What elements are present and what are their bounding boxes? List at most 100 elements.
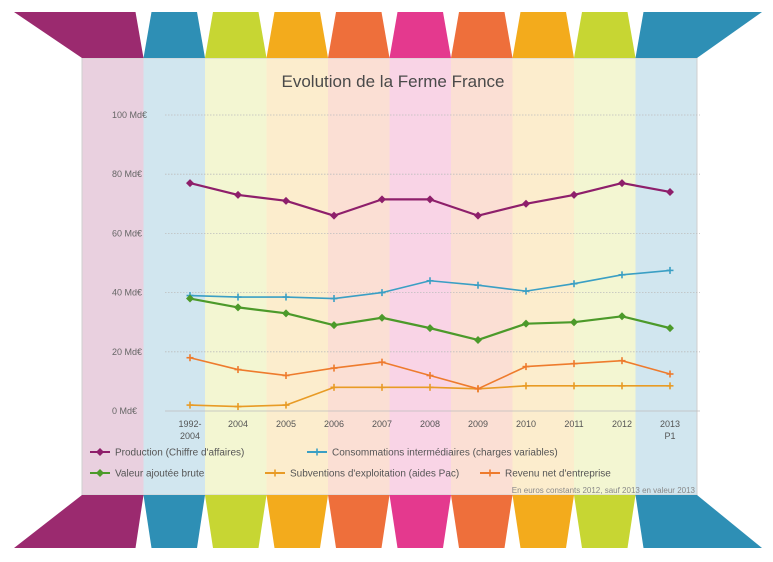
top-ribbon bbox=[328, 12, 390, 58]
bottom-ribbon bbox=[14, 495, 144, 548]
bottom-ribbon bbox=[451, 495, 513, 548]
data-point bbox=[378, 195, 386, 204]
top-ribbon bbox=[143, 12, 205, 58]
data-point bbox=[378, 289, 386, 297]
data-point bbox=[282, 309, 290, 318]
background-band bbox=[143, 58, 205, 495]
x-tick-line: 2004 bbox=[228, 419, 248, 429]
data-point bbox=[234, 366, 242, 374]
y-tick-label: 100 Md€ bbox=[112, 110, 147, 120]
y-tick-label: 40 Md€ bbox=[112, 288, 142, 298]
top-ribbon bbox=[451, 12, 513, 58]
y-tick-label: 80 Md€ bbox=[112, 169, 142, 179]
data-point bbox=[330, 364, 338, 372]
x-tick-label: 2004 bbox=[228, 419, 248, 429]
data-point bbox=[313, 448, 321, 456]
data-point bbox=[426, 383, 434, 391]
data-point bbox=[186, 179, 194, 188]
data-point bbox=[282, 401, 290, 409]
chart-title: Evolution de la Ferme France bbox=[282, 72, 505, 91]
data-point bbox=[618, 179, 626, 188]
data-point bbox=[474, 335, 482, 344]
data-point bbox=[271, 469, 279, 477]
data-point bbox=[570, 382, 578, 390]
x-tick-label: 2011 bbox=[564, 419, 583, 429]
top-ribbon bbox=[574, 12, 636, 58]
data-point bbox=[234, 293, 242, 301]
legend-item: Production (Chiffre d'affaires) bbox=[90, 448, 244, 459]
top-ribbon bbox=[389, 12, 451, 58]
x-tick-label: 2006 bbox=[324, 419, 344, 429]
data-point bbox=[426, 324, 434, 333]
background-band bbox=[266, 58, 328, 495]
legend-item: Subventions d'exploitation (aides Pac) bbox=[265, 469, 459, 480]
y-tick-label: 0 Md€ bbox=[112, 406, 137, 416]
data-point bbox=[474, 385, 482, 393]
data-point bbox=[570, 280, 578, 288]
legend: Production (Chiffre d'affaires) Consommat… bbox=[90, 448, 611, 480]
x-tick-label: 1992- 2004 bbox=[178, 419, 201, 441]
data-point bbox=[522, 199, 530, 208]
top-ribbon bbox=[635, 12, 762, 58]
data-point bbox=[522, 363, 530, 371]
source-note: En euros constants 2012, sauf 2013 en va… bbox=[512, 486, 696, 495]
data-point bbox=[618, 271, 626, 279]
x-tick-label: 2013 P1 bbox=[660, 419, 680, 441]
data-point bbox=[330, 295, 338, 303]
background-band bbox=[574, 58, 636, 495]
data-point bbox=[666, 266, 674, 274]
data-point bbox=[378, 358, 386, 366]
data-point bbox=[378, 313, 386, 322]
data-point bbox=[474, 211, 482, 220]
bottom-ribbon bbox=[389, 495, 451, 548]
series-4 bbox=[186, 354, 674, 393]
x-tick-line: 2009 bbox=[468, 419, 488, 429]
data-point bbox=[378, 383, 386, 391]
x-tick-line: P1 bbox=[664, 431, 675, 441]
series-0 bbox=[186, 179, 674, 220]
y-tick-label: 20 Md€ bbox=[112, 347, 142, 357]
y-tick-label: 60 Md€ bbox=[112, 228, 142, 238]
data-point bbox=[330, 383, 338, 391]
x-tick-label: 2008 bbox=[420, 419, 440, 429]
x-tick-line: 1992- bbox=[178, 419, 201, 429]
data-point bbox=[234, 403, 242, 411]
data-point bbox=[474, 281, 482, 289]
data-point bbox=[666, 382, 674, 390]
x-tick-label: 2005 bbox=[276, 419, 296, 429]
background-band bbox=[512, 58, 574, 495]
data-point bbox=[570, 318, 578, 327]
data-point bbox=[570, 190, 578, 199]
x-tick-label: 2010 bbox=[516, 419, 536, 429]
data-point bbox=[330, 321, 338, 330]
data-point bbox=[282, 371, 290, 379]
data-point bbox=[522, 382, 530, 390]
legend-item: Valeur ajoutée brute bbox=[90, 469, 205, 480]
data-point bbox=[486, 469, 494, 477]
data-point bbox=[96, 469, 104, 477]
x-tick-line: 2007 bbox=[372, 419, 392, 429]
data-point bbox=[330, 211, 338, 220]
x-tick-line: 2013 bbox=[660, 419, 680, 429]
data-point bbox=[426, 371, 434, 379]
x-tick-line: 2008 bbox=[420, 419, 440, 429]
data-point bbox=[282, 196, 290, 205]
legend-label: Subventions d'exploitation (aides Pac) bbox=[290, 469, 459, 480]
x-tick-line: 2005 bbox=[276, 419, 296, 429]
x-tick-line: 2006 bbox=[324, 419, 344, 429]
background-band bbox=[635, 58, 697, 495]
gridlines bbox=[165, 114, 700, 412]
series-lines bbox=[186, 179, 674, 411]
data-point bbox=[426, 195, 434, 204]
legend-item: Revenu net d'entreprise bbox=[480, 469, 611, 480]
x-axis-ticks: 1992- 2004 2004 2005 2006 2007 2008 2009 2010 201… bbox=[178, 419, 680, 441]
data-point bbox=[186, 401, 194, 409]
data-point bbox=[666, 324, 674, 333]
bottom-ribbon bbox=[574, 495, 636, 548]
data-point bbox=[666, 370, 674, 378]
x-tick-label: 2009 bbox=[468, 419, 488, 429]
data-point bbox=[96, 448, 104, 456]
series-2 bbox=[186, 294, 674, 344]
background-bands bbox=[81, 57, 698, 496]
legend-label: Revenu net d'entreprise bbox=[505, 469, 611, 480]
